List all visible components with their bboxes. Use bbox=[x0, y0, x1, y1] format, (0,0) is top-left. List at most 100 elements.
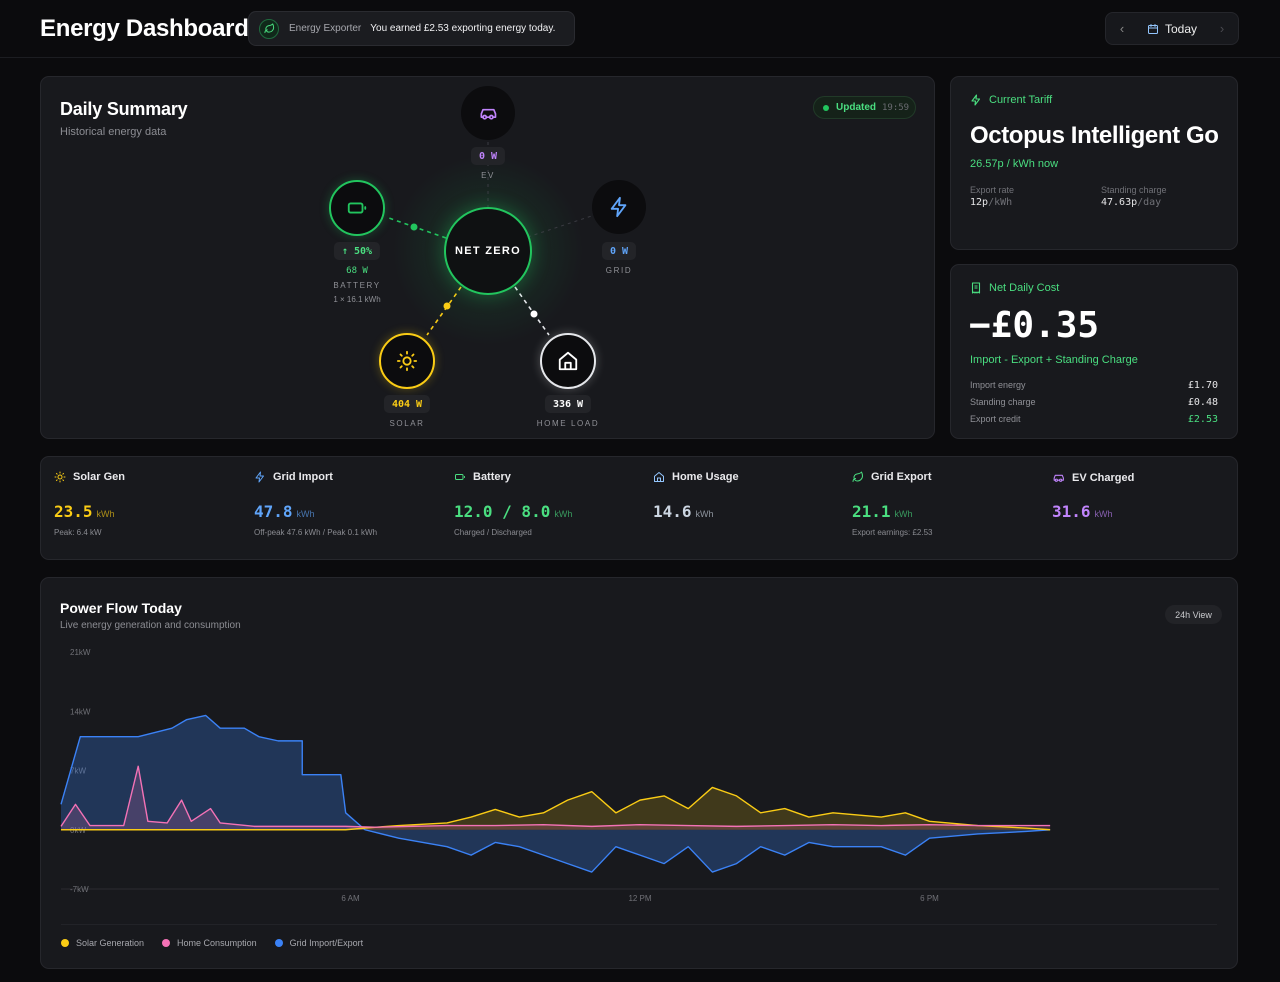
metric-unit: kWh bbox=[96, 509, 115, 519]
notice-message: You earned £2.53 exporting energy today. bbox=[370, 23, 556, 34]
legend-label: Grid Import/Export bbox=[289, 938, 364, 948]
metric-number: 31.6 bbox=[1052, 502, 1091, 521]
legend-swatch bbox=[274, 939, 283, 947]
cost-row-label: Import energy bbox=[970, 380, 1026, 390]
daily-summary-card: Daily Summary Historical energy data Upd… bbox=[40, 76, 935, 439]
export-rate-label: Export rate bbox=[970, 185, 1015, 195]
cost-formula: Import - Export + Standing Charge bbox=[970, 354, 1138, 366]
home-icon bbox=[558, 351, 578, 371]
battery-power: 68 W bbox=[346, 266, 368, 276]
metric-number: 12.0 / 8.0 bbox=[454, 502, 551, 521]
series-line bbox=[61, 786, 1051, 831]
battery-soc: ↑ 50% bbox=[333, 242, 381, 260]
power-flow-card: Power Flow Today Live energy generation … bbox=[40, 577, 1238, 969]
net-zero-label: NET ZERO bbox=[454, 245, 521, 257]
tariff-heading-text: Current Tariff bbox=[989, 94, 1053, 106]
cost-row-value: £1.70 bbox=[1187, 380, 1218, 391]
battery-icon bbox=[455, 474, 465, 480]
legend-item[interactable]: Grid Import/Export bbox=[274, 938, 364, 948]
metric-header: Home Usage bbox=[653, 471, 739, 483]
battery-icon bbox=[347, 202, 367, 214]
cost-heading: Net Daily Cost bbox=[970, 282, 1059, 294]
sun-icon bbox=[396, 350, 418, 372]
y-tick-label: 7kW bbox=[70, 767, 86, 776]
metric-number: 21.1 bbox=[852, 502, 891, 521]
ev-label: EV bbox=[481, 171, 495, 180]
grid-label: GRID bbox=[605, 266, 633, 275]
standing-charge-value: 47.63p bbox=[1101, 197, 1138, 208]
metric-title: Battery bbox=[473, 471, 511, 483]
legend-label: Home Consumption bbox=[177, 938, 257, 948]
metric-unit: kWh bbox=[554, 509, 573, 519]
metric-unit: kWh bbox=[1094, 509, 1113, 519]
solar-power: 404 W bbox=[383, 395, 431, 413]
date-picker-button[interactable]: Today bbox=[1138, 22, 1206, 36]
series-area bbox=[61, 787, 1051, 830]
leaf-icon bbox=[259, 18, 279, 39]
metric-title: Home Usage bbox=[672, 471, 739, 483]
metric-title: Grid Import bbox=[273, 471, 333, 483]
metric-title: Grid Export bbox=[871, 471, 932, 483]
sun-icon bbox=[54, 471, 66, 483]
legend-divider bbox=[61, 924, 1217, 925]
cost-row-import: Import energy £1.70 bbox=[970, 380, 1218, 391]
export-rate: Export rate 12p/kWh bbox=[970, 185, 1014, 208]
metric-value: 23.5 kWh bbox=[54, 502, 115, 521]
cost-row-export: Export credit £2.53 bbox=[970, 414, 1218, 425]
legend-swatch bbox=[162, 939, 171, 947]
series-line bbox=[60, 714, 1051, 873]
metric-value: 21.1 kWh bbox=[852, 502, 913, 521]
grid-node[interactable] bbox=[592, 180, 646, 234]
metrics-card: Solar Gen 23.5 kWh Peak: 6.4 kW Grid Impo… bbox=[40, 456, 1238, 560]
legend-item[interactable]: Solar Generation bbox=[61, 938, 144, 948]
chevron-right-icon[interactable]: › bbox=[1219, 21, 1225, 36]
receipt-icon bbox=[971, 282, 981, 294]
cost-row-label: Standing charge bbox=[970, 397, 1036, 407]
cost-row-standing: Standing charge £0.48 bbox=[970, 397, 1218, 408]
series-area bbox=[61, 715, 1051, 873]
updated-badge: Updated 19:59 bbox=[813, 96, 916, 119]
metric-number: 23.5 bbox=[54, 502, 93, 521]
view-24h-button[interactable]: 24h View bbox=[1165, 605, 1222, 624]
home-icon bbox=[654, 472, 664, 482]
battery-node[interactable] bbox=[329, 180, 385, 236]
legend-label: Solar Generation bbox=[76, 938, 145, 948]
metric-number: 47.8 bbox=[254, 502, 293, 521]
series-line bbox=[60, 765, 1051, 828]
metric-value: 12.0 / 8.0 kWh bbox=[454, 502, 572, 521]
live-dot bbox=[823, 104, 829, 111]
metric-header: Battery bbox=[454, 471, 511, 483]
summary-subtitle: Historical energy data bbox=[60, 126, 167, 138]
solar-node[interactable] bbox=[379, 333, 435, 389]
legend-item[interactable]: Home Consumption bbox=[162, 938, 257, 948]
tariff-rate: 26.57p / kWh now bbox=[970, 158, 1059, 170]
lightning-icon bbox=[610, 196, 627, 218]
metric-header: Grid Import bbox=[254, 471, 333, 483]
page-title: Energy Dashboard bbox=[40, 15, 249, 42]
home-node[interactable] bbox=[540, 333, 596, 389]
standing-charge: Standing charge 47.63p/day bbox=[1101, 185, 1167, 208]
chevron-left-icon[interactable]: ‹ bbox=[1119, 21, 1125, 36]
cost-row-value: £0.48 bbox=[1187, 397, 1218, 408]
solar-label: SOLAR bbox=[389, 419, 425, 428]
cost-row-label: Export credit bbox=[970, 414, 1021, 424]
summary-title: Daily Summary bbox=[60, 99, 188, 119]
updated-label: Updated bbox=[836, 102, 876, 113]
net-zero-node: NET ZERO bbox=[444, 207, 532, 295]
notice-label: Energy Exporter bbox=[289, 23, 362, 34]
tariff-heading: Current Tariff bbox=[970, 94, 1052, 106]
standing-charge-label: Standing charge bbox=[1101, 185, 1167, 195]
home-power: 336 W bbox=[544, 395, 592, 413]
lightning-icon bbox=[255, 471, 264, 483]
metric-unit: kWh bbox=[695, 509, 714, 519]
home-label: HOME LOAD bbox=[536, 419, 600, 428]
metric-unit: kWh bbox=[296, 509, 315, 519]
cost-heading-text: Net Daily Cost bbox=[989, 282, 1060, 294]
y-tick-label: 14kW bbox=[70, 707, 91, 716]
net-cost-card: Net Daily Cost −£0.35 Import - Export + … bbox=[950, 264, 1238, 439]
ev-node[interactable] bbox=[461, 86, 515, 140]
metric-number: 14.6 bbox=[653, 502, 692, 521]
metric-header: Grid Export bbox=[852, 471, 932, 483]
metric-note: Off-peak 47.6 kWh / Peak 0.1 kWh bbox=[254, 528, 378, 537]
power-flow-subtitle: Live energy generation and consumption bbox=[60, 620, 241, 631]
